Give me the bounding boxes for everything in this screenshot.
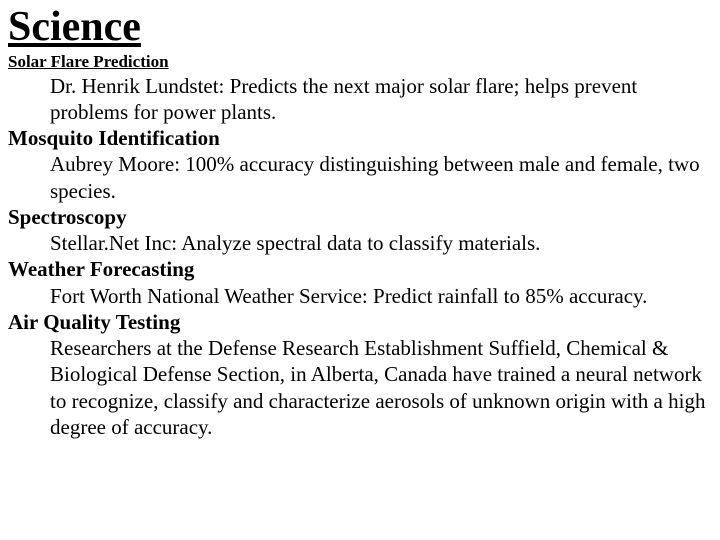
topic-body-air-quality: Researchers at the Defense Research Esta… [8,335,712,440]
topic-body-mosquito: Aubrey Moore: 100% accuracy distinguishi… [8,151,712,204]
topic-body-spectroscopy: Stellar.Net Inc: Analyze spectral data t… [8,230,712,256]
page-title: Science [8,4,712,50]
topic-heading-spectroscopy: Spectroscopy [8,204,712,230]
topic-body-solar-flare: Dr. Henrik Lundstet: Predicts the next m… [8,73,712,126]
topic-body-weather: Fort Worth National Weather Service: Pre… [8,283,712,309]
topic-heading-air-quality: Air Quality Testing [8,309,712,335]
topic-heading-weather: Weather Forecasting [8,256,712,282]
sub-heading-solar-flare: Solar Flare Prediction [8,52,712,72]
topic-heading-mosquito: Mosquito Identification [8,125,712,151]
